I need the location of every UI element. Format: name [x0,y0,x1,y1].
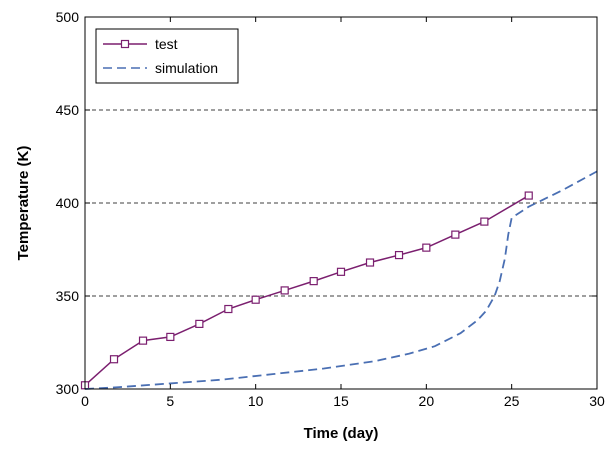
x-tick-label: 5 [166,393,174,409]
y-tick-label: 400 [56,195,80,211]
data-point-test [365,258,375,267]
data-point-test [251,295,260,304]
legend-label-test: test [155,36,178,52]
x-tick-label: 0 [81,393,89,409]
data-point-test [336,267,346,276]
series-simulation [84,170,598,390]
data-point-test [109,355,119,364]
data-point-test [451,230,460,239]
legend-items: test simulation [103,36,218,76]
x-tick-label: 20 [419,393,435,409]
y-tick-label: 350 [56,288,80,304]
x-tick-label: 30 [589,393,605,409]
data-point-test [280,286,289,295]
legend-box [95,28,239,84]
y-tick-label: 500 [56,9,80,25]
x-tick-label: 25 [504,393,520,409]
y-axis-title: Temperature (K) [15,146,32,261]
x-tick-label: 15 [333,393,349,409]
x-axis-title: Time (day) [304,425,379,442]
data-point-test [195,319,204,328]
data-point-test [138,336,148,345]
axis-ticks: 0 5 10 15 20 25 30 300 350 400 450 500 [56,9,605,409]
legend-label-simulation: simulation [155,60,218,76]
y-tick-label: 450 [56,102,80,118]
legend-marker-test [120,39,130,49]
series-line-simulation [84,170,598,390]
y-tick-label: 300 [56,381,80,397]
grid-lines [85,109,597,297]
x-tick-label: 10 [248,393,264,409]
data-point-test [524,191,533,200]
data-point-test [480,217,489,226]
data-point-test [166,332,175,342]
series-line-test [84,194,530,386]
series-layer [80,170,598,390]
data-point-test [224,304,233,314]
data-point-test [422,243,431,252]
data-point-test [394,250,404,260]
series-test [80,191,533,390]
data-point-test [309,277,318,286]
legend: test simulation [95,28,239,84]
